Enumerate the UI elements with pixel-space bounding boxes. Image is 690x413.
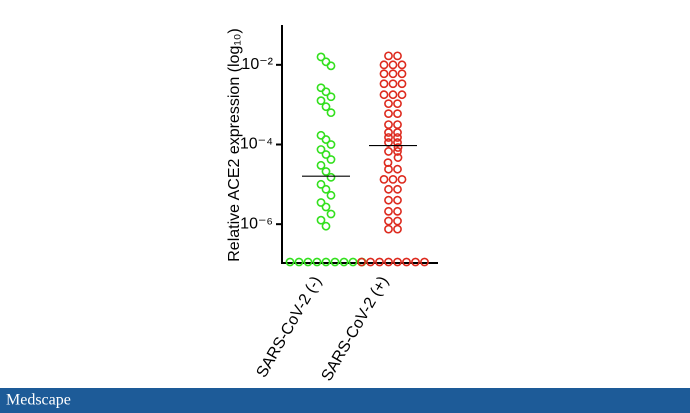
data-point bbox=[384, 164, 393, 174]
data-point bbox=[393, 51, 402, 61]
data-point bbox=[393, 224, 402, 234]
data-point bbox=[393, 257, 402, 267]
data-point bbox=[393, 143, 403, 152]
data-point bbox=[321, 102, 331, 112]
data-point bbox=[393, 147, 402, 156]
data-point bbox=[339, 257, 349, 267]
data-point bbox=[388, 174, 398, 184]
data-point bbox=[321, 150, 331, 159]
data-point bbox=[393, 128, 402, 137]
data-point bbox=[379, 79, 389, 89]
data-point bbox=[321, 135, 331, 144]
data-point bbox=[384, 184, 393, 194]
data-point bbox=[384, 216, 393, 226]
data-point bbox=[316, 145, 326, 154]
data-point bbox=[393, 133, 402, 142]
data-point bbox=[384, 109, 393, 119]
data-point bbox=[330, 257, 340, 267]
data-point bbox=[321, 184, 331, 194]
y-tick-label: 10⁻² bbox=[241, 56, 273, 73]
data-point bbox=[316, 160, 326, 170]
data-point bbox=[366, 257, 375, 267]
data-point bbox=[420, 257, 429, 267]
data-point bbox=[316, 179, 326, 189]
data-point bbox=[388, 90, 398, 100]
data-point bbox=[384, 195, 393, 205]
data-point bbox=[348, 257, 358, 267]
data-point bbox=[384, 128, 393, 137]
data-point bbox=[357, 257, 366, 267]
data-point bbox=[321, 87, 331, 97]
data-point bbox=[321, 257, 331, 267]
data-point bbox=[393, 120, 402, 129]
data-point bbox=[326, 155, 336, 164]
data-point bbox=[321, 221, 331, 231]
data-point bbox=[294, 257, 304, 267]
data-point bbox=[303, 257, 313, 267]
data-point bbox=[384, 206, 393, 216]
data-point bbox=[316, 96, 326, 106]
data-point bbox=[375, 257, 384, 267]
footer-bar bbox=[0, 388, 690, 413]
data-point bbox=[393, 109, 402, 119]
data-point bbox=[397, 174, 407, 184]
data-point bbox=[388, 69, 398, 79]
data-point bbox=[393, 216, 402, 226]
data-point bbox=[393, 164, 402, 174]
data-point bbox=[397, 90, 407, 100]
data-point bbox=[384, 257, 393, 267]
data-point bbox=[312, 257, 322, 267]
data-point bbox=[316, 215, 326, 225]
data-point bbox=[384, 120, 393, 129]
data-point bbox=[388, 60, 398, 70]
data-point bbox=[326, 108, 336, 118]
data-point bbox=[384, 147, 393, 156]
data-point bbox=[397, 69, 407, 79]
y-tick-label: 10⁻⁶ bbox=[240, 215, 273, 232]
data-point bbox=[379, 174, 389, 184]
x-tick-label: SARS-CoV-2 (+) bbox=[318, 274, 392, 385]
data-point bbox=[316, 130, 326, 140]
data-point bbox=[379, 60, 389, 70]
data-point bbox=[326, 190, 336, 200]
data-point bbox=[388, 79, 398, 89]
y-tick-label: 10⁻⁴ bbox=[240, 136, 273, 153]
data-point bbox=[379, 90, 389, 100]
data-point bbox=[393, 184, 402, 194]
data-point bbox=[326, 92, 336, 102]
data-point bbox=[316, 52, 326, 62]
data-point bbox=[326, 209, 336, 219]
data-point bbox=[397, 60, 407, 70]
data-point bbox=[411, 257, 420, 267]
x-tick-label: SARS-CoV-2 (-) bbox=[253, 274, 325, 381]
data-point bbox=[326, 172, 336, 182]
data-point bbox=[321, 167, 331, 176]
data-point bbox=[393, 206, 402, 216]
data-point bbox=[393, 99, 402, 109]
y-axis-label: Relative ACE2 expression (log₁₀) bbox=[226, 28, 243, 261]
data-point bbox=[393, 195, 402, 205]
data-point bbox=[384, 224, 393, 234]
data-point bbox=[384, 133, 393, 142]
footer-brand: Medscape bbox=[6, 392, 71, 409]
data-point bbox=[402, 257, 411, 267]
data-point bbox=[384, 51, 393, 61]
data-point bbox=[397, 79, 407, 89]
data-point bbox=[326, 140, 336, 149]
data-point bbox=[326, 61, 336, 71]
data-point bbox=[285, 257, 295, 267]
data-point bbox=[379, 69, 389, 79]
data-point bbox=[384, 99, 393, 109]
data-point bbox=[321, 202, 331, 212]
data-point bbox=[393, 153, 403, 162]
data-point bbox=[316, 198, 326, 207]
